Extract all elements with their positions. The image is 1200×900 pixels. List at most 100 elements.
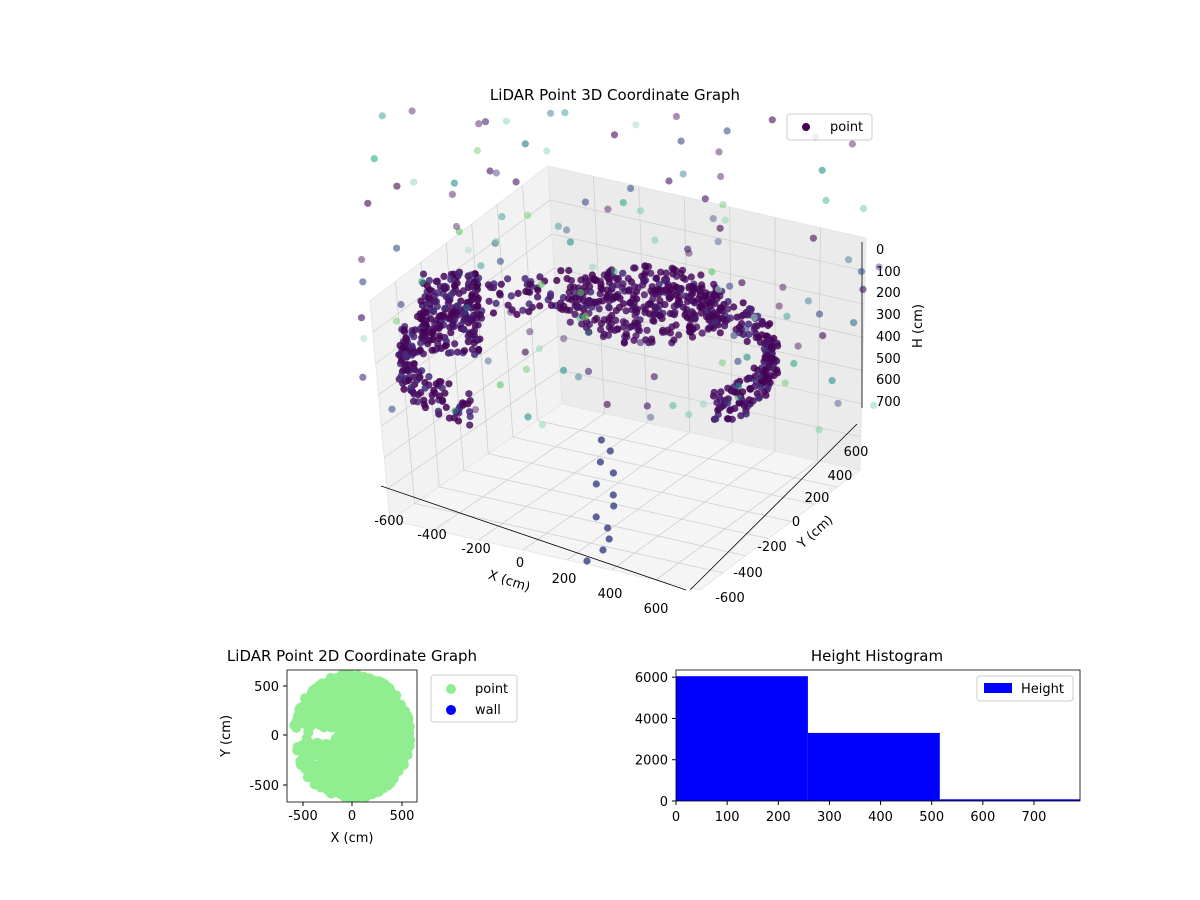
x-tick-label: 300 — [817, 810, 842, 825]
data-point — [665, 177, 673, 185]
data-point — [723, 127, 731, 135]
x-tick-label: 200 — [766, 810, 791, 825]
data-point — [405, 735, 416, 746]
data-point — [635, 327, 643, 335]
y-tick-label: 200 — [805, 491, 830, 506]
data-point — [624, 274, 632, 283]
data-point — [790, 359, 798, 368]
x-tick-label: 100 — [715, 810, 740, 825]
data-point — [754, 366, 762, 374]
data-point — [454, 348, 462, 356]
y-ticks-3d: -600 -400 -200 0 200 400 600 — [715, 445, 868, 606]
data-point — [741, 311, 749, 319]
data-point — [610, 502, 618, 510]
data-point — [447, 291, 455, 299]
data-point — [305, 738, 316, 749]
data-point — [553, 276, 561, 285]
height-histogram-chart: Height Histogram 0 100 200 300 400 500 600 700 … — [635, 647, 1081, 825]
data-point — [686, 296, 695, 304]
data-point — [507, 292, 515, 300]
data-point — [630, 264, 638, 272]
data-point — [326, 788, 337, 799]
data-point — [425, 293, 433, 301]
y-tick-label: 4000 — [635, 712, 668, 727]
data-point — [450, 270, 458, 278]
data-point — [447, 329, 455, 337]
data-point — [410, 178, 418, 186]
data-point — [684, 245, 692, 253]
data-point — [760, 370, 768, 378]
data-point — [537, 281, 545, 289]
data-point — [711, 300, 719, 308]
data-point — [809, 234, 818, 242]
data-point — [525, 308, 533, 316]
data-point — [460, 325, 468, 334]
data-point — [401, 361, 409, 369]
data-point — [336, 741, 347, 752]
data-point — [640, 303, 648, 311]
data-point — [514, 289, 522, 297]
data-point — [763, 351, 771, 359]
data-point — [454, 417, 463, 425]
data-point — [632, 121, 640, 129]
data-point — [396, 734, 406, 745]
data-point — [465, 298, 473, 306]
data-point — [543, 147, 551, 155]
data-point — [411, 326, 419, 334]
data-point — [666, 309, 674, 318]
data-point — [585, 328, 593, 336]
data-point — [435, 392, 444, 400]
data-point — [521, 275, 529, 283]
data-point — [358, 255, 366, 264]
data-point — [536, 273, 544, 281]
data-point — [625, 286, 634, 294]
data-point — [718, 359, 727, 367]
data-point — [589, 263, 597, 271]
data-point — [591, 276, 599, 285]
data-point — [566, 306, 574, 314]
y-tick-label: -400 — [733, 566, 763, 581]
data-point — [669, 402, 677, 410]
x-tick-label: 0 — [516, 556, 524, 571]
data-point — [751, 322, 759, 330]
chart-title-histogram: Height Histogram — [811, 647, 943, 665]
data-point — [731, 404, 739, 412]
data-point — [360, 334, 368, 342]
data-point — [524, 211, 532, 219]
data-point — [716, 292, 724, 300]
data-point — [622, 307, 630, 315]
data-point — [371, 690, 381, 700]
data-point — [308, 747, 319, 758]
data-point — [557, 267, 565, 275]
h-tick-label: 200 — [876, 286, 901, 301]
data-point — [695, 295, 703, 303]
y-tick-label: 400 — [828, 469, 853, 484]
data-point — [455, 228, 463, 236]
data-point — [340, 782, 351, 792]
data-point — [403, 718, 414, 729]
data-point — [870, 401, 878, 409]
legend-3d: point — [786, 113, 873, 141]
data-point — [339, 765, 350, 776]
data-point — [375, 713, 385, 723]
data-point — [309, 762, 320, 773]
data-point — [489, 309, 498, 317]
data-point — [405, 376, 413, 384]
grid-line — [434, 413, 605, 531]
data-point — [464, 332, 472, 340]
data-point — [636, 339, 645, 347]
data-point — [303, 727, 314, 738]
data-point — [605, 303, 613, 311]
data-point — [470, 278, 479, 286]
data-point — [547, 301, 556, 309]
data-point — [697, 309, 705, 317]
data-point — [370, 155, 378, 163]
data-point — [410, 390, 418, 398]
y-tick-label: 500 — [254, 680, 279, 695]
data-point — [504, 275, 512, 283]
grid-line — [496, 204, 514, 438]
data-point — [535, 345, 544, 353]
data-point — [492, 238, 500, 246]
data-point — [496, 381, 504, 389]
